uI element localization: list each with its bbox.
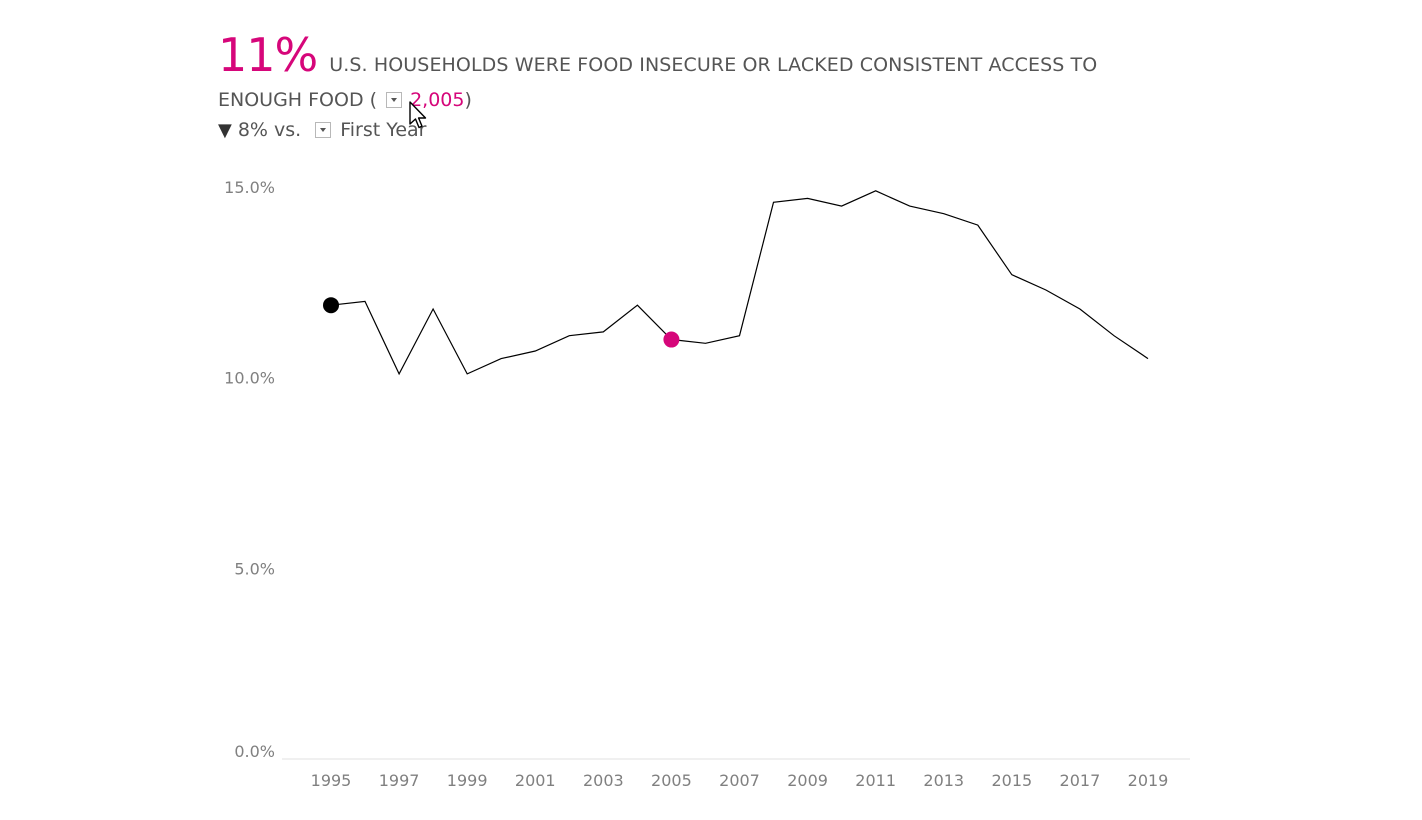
x-tick-label: 2013 — [923, 771, 964, 790]
close-paren: ) — [464, 89, 472, 111]
x-tick-label: 2001 — [515, 771, 556, 790]
y-tick-label: 15.0% — [224, 178, 275, 197]
comparison-row: ▼ 8% vs. First Year — [218, 117, 1158, 143]
year-dropdown-chevron-down-icon[interactable] — [386, 92, 403, 108]
year-selector[interactable]: 2,005 — [410, 89, 465, 111]
mouse-pointer-icon — [409, 101, 427, 129]
change-text: 8% vs. — [237, 119, 302, 141]
y-axis: 0.0% 5.0% 10.0% 15.0% — [224, 178, 275, 761]
headline-value: 11% — [218, 28, 318, 82]
highlight-point-1995[interactable] — [323, 297, 339, 314]
x-tick-label: 1995 — [311, 771, 352, 790]
headline-title-continued: ENOUGH FOOD ( 2,005 ) — [218, 87, 1158, 113]
highlight-points[interactable] — [323, 297, 680, 348]
x-tick-label: 2005 — [651, 771, 692, 790]
x-tick-label: 2007 — [719, 771, 760, 790]
headline-title-cont: ENOUGH FOOD ( — [218, 89, 378, 111]
y-tick-label: 0.0% — [234, 742, 275, 761]
x-axis: 1995 1997 1999 2001 2003 2005 2007 2009 2011 2013… — [311, 771, 1169, 790]
y-tick-label: 10.0% — [224, 369, 275, 388]
highlight-point-2005[interactable] — [663, 331, 680, 348]
series-line[interactable] — [330, 190, 1149, 376]
y-tick-label: 5.0% — [234, 559, 275, 578]
compare-dropdown-chevron-down-icon[interactable] — [315, 122, 332, 138]
x-tick-label: 2019 — [1128, 771, 1169, 790]
x-tick-label: 1999 — [447, 771, 488, 790]
chart-header: 11% U.S. HOUSEHOLDS WERE FOOD INSECURE O… — [218, 28, 1158, 143]
headline-row: 11% U.S. HOUSEHOLDS WERE FOOD INSECURE O… — [218, 28, 1158, 80]
x-tick-label: 2009 — [787, 771, 828, 790]
x-tick-label: 2003 — [583, 771, 624, 790]
x-tick-label: 2017 — [1060, 771, 1101, 790]
x-tick-label: 1997 — [379, 771, 420, 790]
x-tick-label: 2011 — [855, 771, 896, 790]
x-tick-label: 2015 — [991, 771, 1032, 790]
compare-selector[interactable]: First Year — [340, 119, 427, 141]
triangle-down-icon: ▼ — [218, 119, 232, 141]
headline-title: U.S. HOUSEHOLDS WERE FOOD INSECURE OR LA… — [329, 54, 1098, 76]
